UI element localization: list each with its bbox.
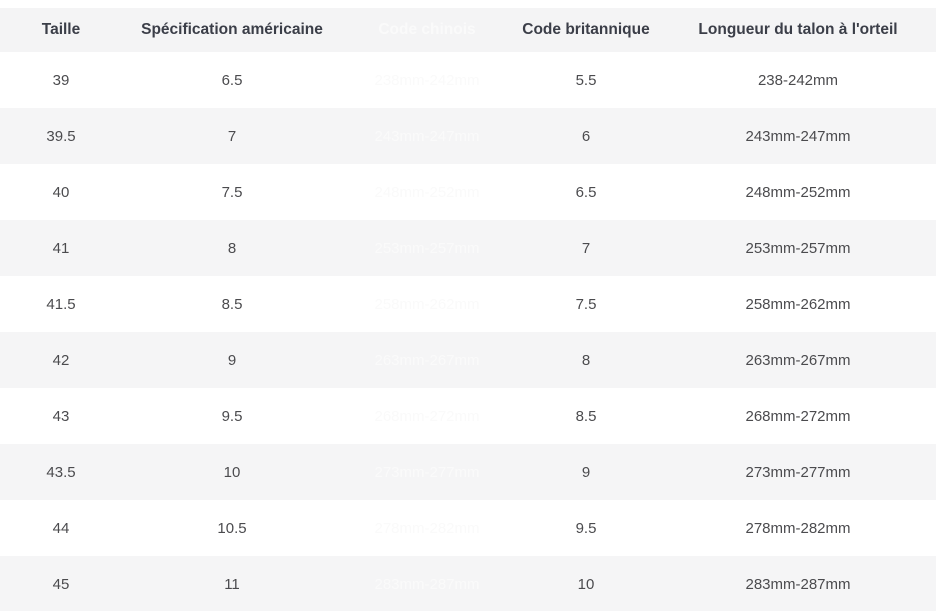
- cell: 253mm-257mm: [342, 220, 512, 276]
- cell: 268mm-272mm: [660, 388, 936, 444]
- cell: 248mm-252mm: [342, 164, 512, 220]
- cell: 8: [512, 332, 660, 388]
- table-row: 45 11 283mm-287mm 10 283mm-287mm: [0, 556, 936, 611]
- column-header-5: Longueur du talon à l'orteil: [660, 8, 936, 52]
- cell: 8.5: [512, 388, 660, 444]
- cell: 6.5: [122, 52, 342, 108]
- cell: 7: [122, 108, 342, 164]
- table-row: 40 7.5 248mm-252mm 6.5 248mm-252mm: [0, 164, 936, 220]
- cell: 43.5: [0, 444, 122, 500]
- cell: 238mm-242mm: [342, 52, 512, 108]
- cell: 6.5: [512, 164, 660, 220]
- cell: 7.5: [122, 164, 342, 220]
- cell: 39.5: [0, 108, 122, 164]
- cell: 9: [122, 332, 342, 388]
- cell: 9.5: [512, 500, 660, 556]
- table-header: Taille Spécification américaine Code chino…: [0, 8, 936, 52]
- cell: 42: [0, 332, 122, 388]
- column-header-4: Code britannique: [512, 8, 660, 52]
- cell: 258mm-262mm: [660, 276, 936, 332]
- cell: 273mm-277mm: [342, 444, 512, 500]
- cell: 243mm-247mm: [342, 108, 512, 164]
- cell: 263mm-267mm: [660, 332, 936, 388]
- table-row: 41.5 8.5 258mm-262mm 7.5 258mm-262mm: [0, 276, 936, 332]
- cell: 268mm-272mm: [342, 388, 512, 444]
- cell: 10.5: [122, 500, 342, 556]
- column-header-1: Taille: [0, 8, 122, 52]
- cell: 8: [122, 220, 342, 276]
- cell: 11: [122, 556, 342, 611]
- cell: 283mm-287mm: [660, 556, 936, 611]
- table-row: 39.5 7 243mm-247mm 6 243mm-247mm: [0, 108, 936, 164]
- table-row: 44 10.5 278mm-282mm 9.5 278mm-282mm: [0, 500, 936, 556]
- cell: 9.5: [122, 388, 342, 444]
- cell: 273mm-277mm: [660, 444, 936, 500]
- cell: 283mm-287mm: [342, 556, 512, 611]
- cell: 253mm-257mm: [660, 220, 936, 276]
- cell: 10: [122, 444, 342, 500]
- cell: 39: [0, 52, 122, 108]
- cell: 238-242mm: [660, 52, 936, 108]
- cell: 278mm-282mm: [342, 500, 512, 556]
- cell: 248mm-252mm: [660, 164, 936, 220]
- cell: 278mm-282mm: [660, 500, 936, 556]
- cell: 5.5: [512, 52, 660, 108]
- cell: 7.5: [512, 276, 660, 332]
- cell: 45: [0, 556, 122, 611]
- cell: 8.5: [122, 276, 342, 332]
- cell: 10: [512, 556, 660, 611]
- header-row: Taille Spécification américaine Code chino…: [0, 8, 936, 52]
- cell: 6: [512, 108, 660, 164]
- column-header-3: Code chinois: [342, 8, 512, 52]
- cell: 263mm-267mm: [342, 332, 512, 388]
- cell: 7: [512, 220, 660, 276]
- cell: 41.5: [0, 276, 122, 332]
- table-row: 39 6.5 238mm-242mm 5.5 238-242mm: [0, 52, 936, 108]
- cell: 258mm-262mm: [342, 276, 512, 332]
- table-row: 41 8 253mm-257mm 7 253mm-257mm: [0, 220, 936, 276]
- cell: 9: [512, 444, 660, 500]
- cell: 243mm-247mm: [660, 108, 936, 164]
- column-header-2: Spécification américaine: [122, 8, 342, 52]
- cell: 41: [0, 220, 122, 276]
- size-conversion-table: Taille Spécification américaine Code chino…: [0, 8, 936, 611]
- cell: 40: [0, 164, 122, 220]
- table-row: 43 9.5 268mm-272mm 8.5 268mm-272mm: [0, 388, 936, 444]
- cell: 44: [0, 500, 122, 556]
- table-row: 43.5 10 273mm-277mm 9 273mm-277mm: [0, 444, 936, 500]
- table-body: 39 6.5 238mm-242mm 5.5 238-242mm 39.5 7 243mm-2…: [0, 52, 936, 611]
- table-row: 42 9 263mm-267mm 8 263mm-267mm: [0, 332, 936, 388]
- cell: 43: [0, 388, 122, 444]
